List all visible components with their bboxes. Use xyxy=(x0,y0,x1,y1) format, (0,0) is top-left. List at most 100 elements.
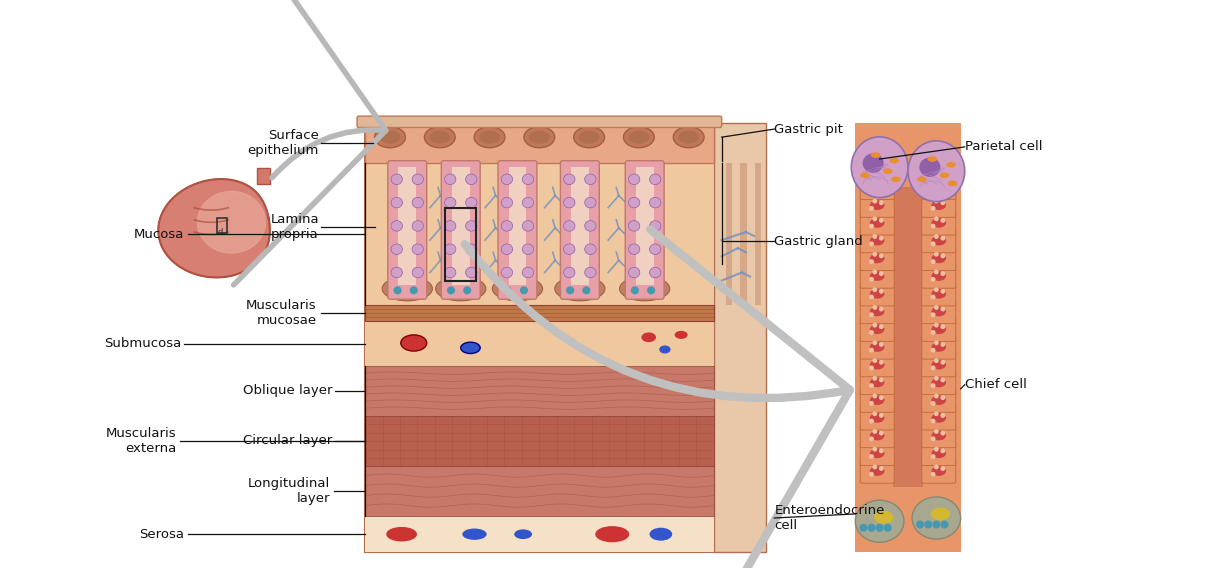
FancyBboxPatch shape xyxy=(861,211,895,235)
Circle shape xyxy=(873,411,878,416)
Ellipse shape xyxy=(931,413,946,423)
Ellipse shape xyxy=(555,277,605,301)
Bar xyxy=(365,123,714,163)
FancyBboxPatch shape xyxy=(861,176,895,199)
Ellipse shape xyxy=(563,244,575,254)
Bar xyxy=(452,167,470,285)
Text: Longitudinal
layer: Longitudinal layer xyxy=(248,477,330,504)
Circle shape xyxy=(647,286,656,294)
Circle shape xyxy=(879,307,884,311)
Text: Parietal cell: Parietal cell xyxy=(965,140,1042,153)
Ellipse shape xyxy=(563,197,575,208)
FancyBboxPatch shape xyxy=(921,299,955,324)
Ellipse shape xyxy=(870,378,885,387)
Circle shape xyxy=(873,181,878,186)
Polygon shape xyxy=(198,191,266,253)
Circle shape xyxy=(869,277,874,282)
Bar xyxy=(741,163,747,305)
Circle shape xyxy=(941,253,946,258)
Circle shape xyxy=(931,241,936,247)
Ellipse shape xyxy=(412,197,424,208)
Ellipse shape xyxy=(501,267,512,278)
Ellipse shape xyxy=(931,218,946,228)
Ellipse shape xyxy=(529,131,550,144)
Bar xyxy=(365,321,714,366)
Circle shape xyxy=(566,286,574,294)
Ellipse shape xyxy=(466,244,477,254)
Circle shape xyxy=(934,465,938,469)
Circle shape xyxy=(879,253,884,258)
Ellipse shape xyxy=(522,197,534,208)
FancyBboxPatch shape xyxy=(921,264,955,288)
Circle shape xyxy=(941,271,946,276)
Ellipse shape xyxy=(931,342,946,352)
Ellipse shape xyxy=(461,342,481,353)
Ellipse shape xyxy=(585,197,596,208)
Bar xyxy=(365,123,714,552)
Circle shape xyxy=(941,413,946,418)
Ellipse shape xyxy=(890,158,900,164)
Circle shape xyxy=(520,286,528,294)
Circle shape xyxy=(934,199,938,203)
Ellipse shape xyxy=(574,127,605,148)
Ellipse shape xyxy=(931,507,951,520)
Circle shape xyxy=(931,419,936,424)
FancyBboxPatch shape xyxy=(861,317,895,341)
Circle shape xyxy=(941,218,946,223)
FancyBboxPatch shape xyxy=(861,406,895,430)
Ellipse shape xyxy=(927,156,937,162)
Circle shape xyxy=(873,429,878,434)
Circle shape xyxy=(504,286,512,294)
Circle shape xyxy=(941,395,946,400)
Circle shape xyxy=(875,524,884,532)
Circle shape xyxy=(879,448,884,453)
Circle shape xyxy=(393,286,402,294)
Ellipse shape xyxy=(870,466,885,476)
Ellipse shape xyxy=(870,289,885,299)
Circle shape xyxy=(869,330,874,335)
FancyBboxPatch shape xyxy=(861,388,895,412)
Circle shape xyxy=(869,348,874,353)
Circle shape xyxy=(879,182,884,187)
Text: Oblique layer: Oblique layer xyxy=(243,384,333,397)
FancyBboxPatch shape xyxy=(861,459,895,483)
Circle shape xyxy=(873,270,878,274)
Ellipse shape xyxy=(501,174,512,185)
Bar xyxy=(509,167,527,285)
Ellipse shape xyxy=(940,173,949,178)
Circle shape xyxy=(931,277,936,282)
Ellipse shape xyxy=(522,244,534,254)
Bar xyxy=(365,466,714,516)
Circle shape xyxy=(869,259,874,264)
Ellipse shape xyxy=(883,168,892,174)
FancyBboxPatch shape xyxy=(921,246,955,270)
Circle shape xyxy=(860,524,868,532)
Ellipse shape xyxy=(375,127,405,148)
Ellipse shape xyxy=(444,267,456,278)
Ellipse shape xyxy=(585,174,596,185)
FancyBboxPatch shape xyxy=(921,176,955,199)
Ellipse shape xyxy=(401,335,426,351)
Circle shape xyxy=(869,472,874,477)
Circle shape xyxy=(931,472,936,477)
FancyBboxPatch shape xyxy=(861,441,895,465)
FancyBboxPatch shape xyxy=(921,353,955,377)
Bar xyxy=(365,163,714,305)
Ellipse shape xyxy=(501,244,512,254)
Text: Gastric gland: Gastric gland xyxy=(775,235,863,248)
Ellipse shape xyxy=(430,131,450,144)
Ellipse shape xyxy=(629,174,640,185)
Ellipse shape xyxy=(629,267,640,278)
Ellipse shape xyxy=(412,267,424,278)
Ellipse shape xyxy=(425,127,455,148)
Circle shape xyxy=(941,360,946,365)
Circle shape xyxy=(934,234,938,239)
Circle shape xyxy=(931,295,936,299)
Ellipse shape xyxy=(412,220,424,231)
Bar xyxy=(365,516,714,552)
FancyBboxPatch shape xyxy=(921,193,955,218)
Circle shape xyxy=(869,241,874,247)
Ellipse shape xyxy=(870,431,885,440)
Ellipse shape xyxy=(619,277,670,301)
Ellipse shape xyxy=(585,244,596,254)
